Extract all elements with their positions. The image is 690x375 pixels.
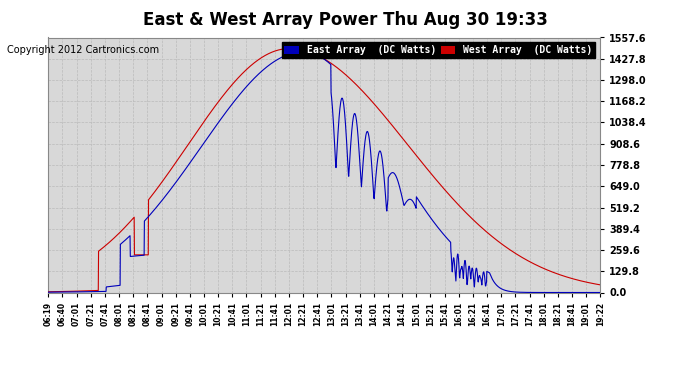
- Legend: East Array  (DC Watts), West Array  (DC Watts): East Array (DC Watts), West Array (DC Wa…: [282, 42, 595, 58]
- Text: East & West Array Power Thu Aug 30 19:33: East & West Array Power Thu Aug 30 19:33: [143, 11, 547, 29]
- Text: Copyright 2012 Cartronics.com: Copyright 2012 Cartronics.com: [7, 45, 159, 55]
